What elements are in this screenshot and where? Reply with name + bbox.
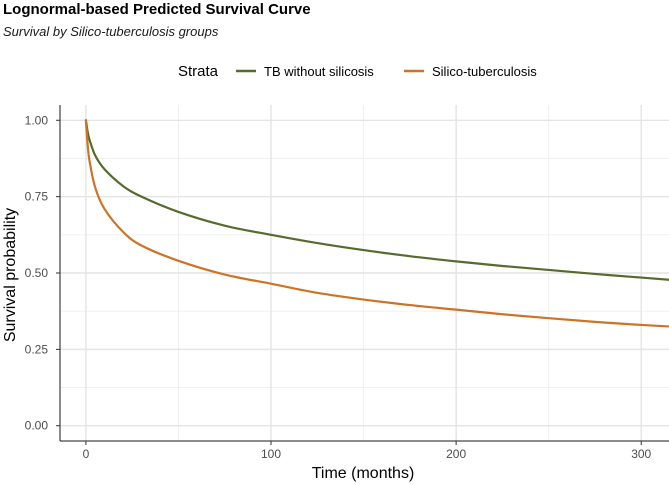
x-tick-label: 200 — [446, 447, 466, 461]
x-tick-label: 100 — [261, 447, 281, 461]
y-axis-title: Survival probability — [2, 208, 19, 342]
legend-title: Strata — [178, 63, 219, 80]
x-axis-title: Time (months) — [312, 465, 415, 482]
chart-subtitle: Survival by Silico-tuberculosis groups — [3, 24, 219, 39]
legend-label-silico-tuberculosis: Silico-tuberculosis — [432, 64, 537, 79]
chart-title: Lognormal-based Predicted Survival Curve — [3, 1, 311, 18]
series-line-tb-without-silicosis — [84, 119, 669, 281]
legend-label-tb-without-silicosis: TB without silicosis — [264, 64, 374, 79]
y-tick-label: 0.25 — [25, 342, 49, 356]
series-line-silico-tuberculosis — [84, 119, 669, 328]
y-tick-label: 0.50 — [25, 266, 49, 280]
y-tick-label: 0.75 — [25, 190, 49, 204]
x-tick-label: 300 — [631, 447, 651, 461]
y-tick-label: 1.00 — [25, 113, 49, 127]
y-tick-label: 0.00 — [25, 419, 49, 433]
x-tick-label: 0 — [83, 447, 90, 461]
